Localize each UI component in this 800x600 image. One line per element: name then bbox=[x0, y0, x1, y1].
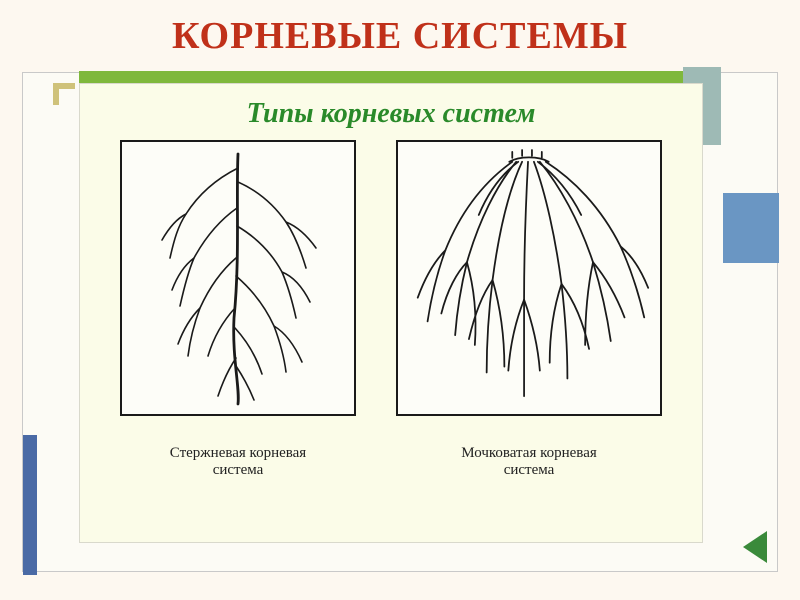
inner-panel: Типы корневых систем Стержневая корневая… bbox=[79, 83, 703, 543]
decor-corner bbox=[53, 83, 75, 105]
sub-title: Типы корневых систем bbox=[80, 84, 702, 140]
slide-frame: Типы корневых систем Стержневая корневая… bbox=[22, 72, 778, 572]
diagram-box-fibrous bbox=[396, 140, 662, 416]
prev-slide-button[interactable] bbox=[743, 531, 767, 563]
decor-right-blue bbox=[723, 193, 779, 263]
fibrous-svg bbox=[404, 148, 654, 408]
diagram-box-taproot bbox=[120, 140, 356, 416]
page-title: КОРНЕВЫЕ СИСТЕМЫ bbox=[0, 0, 800, 64]
caption-fibrous: Мочковатая корневаясистема bbox=[396, 445, 662, 479]
caption-taproot: Стержневая корневаясистема bbox=[120, 445, 356, 479]
decor-top-bar bbox=[79, 71, 701, 83]
diagram-taproot: Стержневая корневаясистема bbox=[120, 140, 356, 479]
diagram-row: Стержневая корневаясистема Мочковатая ко… bbox=[80, 140, 702, 479]
taproot-svg bbox=[128, 148, 348, 408]
decor-left-bar bbox=[23, 435, 37, 575]
diagram-fibrous: Мочковатая корневаясистема bbox=[396, 140, 662, 479]
